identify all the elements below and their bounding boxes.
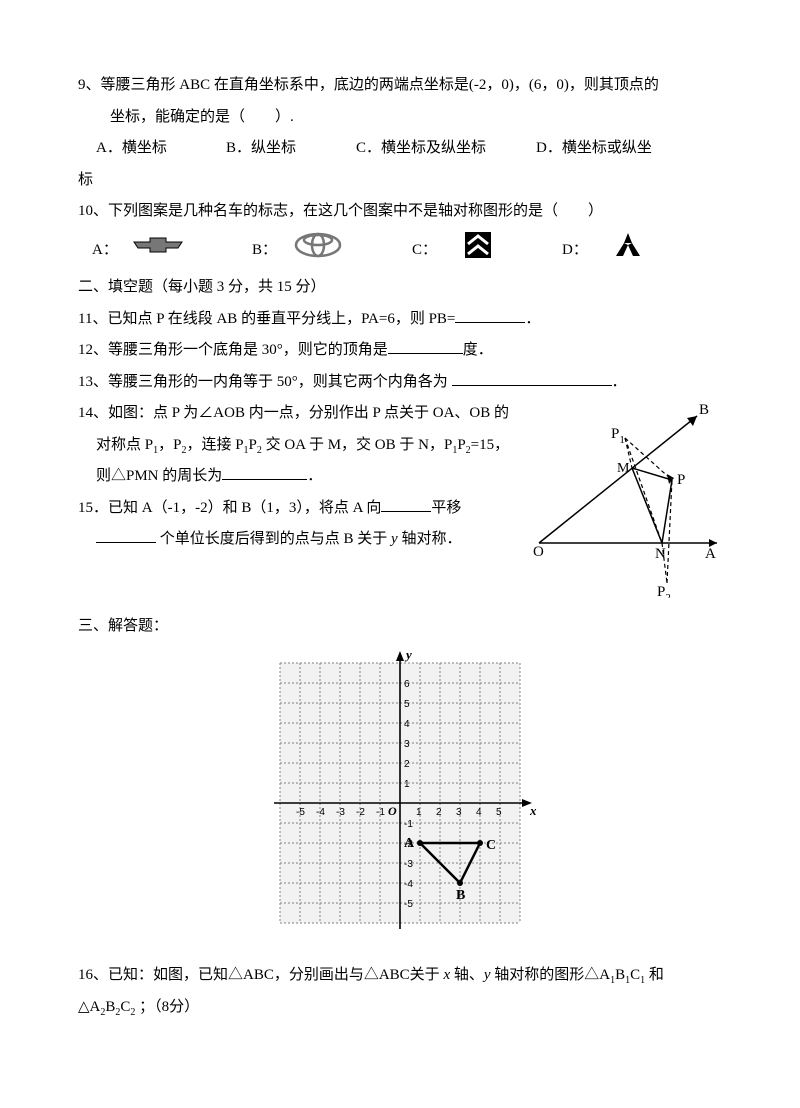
svg-text:B: B [456, 888, 465, 903]
svg-text:4: 4 [404, 719, 410, 730]
svg-text:6: 6 [404, 679, 410, 690]
mitsubishi-logo-icon [588, 231, 668, 272]
svg-text:P1: P1 [611, 426, 625, 446]
toyota-logo-icon [278, 232, 358, 271]
q9-opt-d-tail: 标 [78, 165, 722, 197]
svg-text:C: C [486, 838, 496, 853]
chevrolet-logo-icon [118, 234, 198, 269]
svg-text:1: 1 [404, 779, 410, 790]
q9-opt-a[interactable]: A．横坐标 [96, 133, 226, 165]
svg-text:O: O [388, 804, 397, 818]
q14-blank[interactable] [222, 465, 307, 480]
q13-text: 13、等腰三角形的一内角等于 50°，则其它两个内角各为 [78, 374, 452, 390]
q9-opt-c[interactable]: C．横坐标及纵坐标 [356, 133, 536, 165]
section-2-heading: 二、填空题（每小题 3 分，共 15 分） [78, 272, 722, 304]
q10-logo-row: A： B： C： D： [78, 230, 722, 273]
q16-line2: △A2B2C2 ；（8分） [78, 992, 722, 1024]
svg-text:-1: -1 [376, 807, 385, 818]
svg-text:2: 2 [404, 759, 410, 770]
q10-label-c: C： [398, 235, 438, 267]
q13-tail: ． [612, 374, 627, 390]
q10-stem: 10、下列图案是几种名车的标志，在这几个图案中不是轴对称图形的是（ ） [78, 196, 722, 228]
svg-text:x: x [529, 803, 537, 818]
section-3-heading: 三、解答题： [78, 611, 722, 643]
svg-text:O: O [533, 544, 544, 560]
svg-text:-1: -1 [404, 819, 413, 830]
coordinate-grid-figure: -5-4-3-2-112345123456-1-2-3-4-5OxyABC [78, 648, 722, 948]
citroen-logo-icon [438, 230, 518, 273]
q15-blank1[interactable] [381, 497, 431, 512]
svg-text:5: 5 [496, 807, 502, 818]
q11-blank[interactable] [455, 308, 525, 323]
svg-text:-4: -4 [404, 879, 413, 890]
q10-label-b: B： [238, 235, 278, 267]
svg-text:-3: -3 [404, 859, 413, 870]
svg-text:N: N [655, 546, 666, 562]
q11: 11、已知点 P 在线段 AB 的垂直平分线上，PA=6，则 PB= ． [78, 304, 722, 336]
q10-label-d: D： [548, 235, 588, 267]
svg-text:-3: -3 [336, 807, 345, 818]
svg-text:2: 2 [436, 807, 442, 818]
q12: 12、等腰三角形一个底角是 30°，则它的顶角是 度． [78, 335, 722, 367]
q11-tail: ． [525, 311, 540, 327]
q12-text: 12、等腰三角形一个底角是 30°，则它的顶角是 [78, 342, 388, 358]
svg-text:A: A [705, 546, 716, 562]
svg-text:P2: P2 [657, 584, 671, 598]
q13: 13、等腰三角形的一内角等于 50°，则其它两个内角各为 ． [78, 367, 722, 399]
svg-text:M: M [617, 461, 630, 476]
q15-blank2[interactable] [96, 528, 156, 543]
svg-text:3: 3 [404, 739, 410, 750]
q16-line1: 16、已知：如图，已知△ABC，分别画出与△ABC关于 x 轴、y 轴对称的图形… [78, 960, 722, 992]
svg-text:-5: -5 [296, 807, 305, 818]
svg-text:P: P [677, 472, 685, 488]
svg-text:-2: -2 [356, 807, 365, 818]
svg-text:-5: -5 [404, 899, 413, 910]
svg-text:3: 3 [456, 807, 462, 818]
svg-text:-4: -4 [316, 807, 325, 818]
q12-blank[interactable] [388, 339, 463, 354]
q9-opt-b[interactable]: B．纵坐标 [226, 133, 356, 165]
q9-stem-line1: 9、等腰三角形 ABC 在直角坐标系中，底边的两端点坐标是(-2，0)，(6，0… [78, 70, 722, 102]
q9-options: A．横坐标 B．纵坐标 C．横坐标及纵坐标 D．横坐标或纵坐 [78, 133, 722, 165]
svg-text:5: 5 [404, 699, 410, 710]
q10-label-a: A： [78, 235, 118, 267]
q13-blank[interactable] [452, 371, 612, 386]
svg-text:4: 4 [476, 807, 482, 818]
q12-tail: 度． [463, 342, 493, 358]
q9-stem-line2: 坐标，能确定的是（ ）. [78, 102, 722, 134]
angle-figure: O A B M N P P1 P2 [527, 398, 722, 611]
svg-text:A: A [404, 836, 415, 851]
svg-text:y: y [404, 648, 412, 662]
svg-text:B: B [699, 402, 709, 418]
q11-text: 11、已知点 P 在线段 AB 的垂直平分线上，PA=6，则 PB= [78, 311, 455, 327]
svg-text:1: 1 [416, 807, 422, 818]
q9-opt-d[interactable]: D．横坐标或纵坐 [536, 133, 706, 165]
